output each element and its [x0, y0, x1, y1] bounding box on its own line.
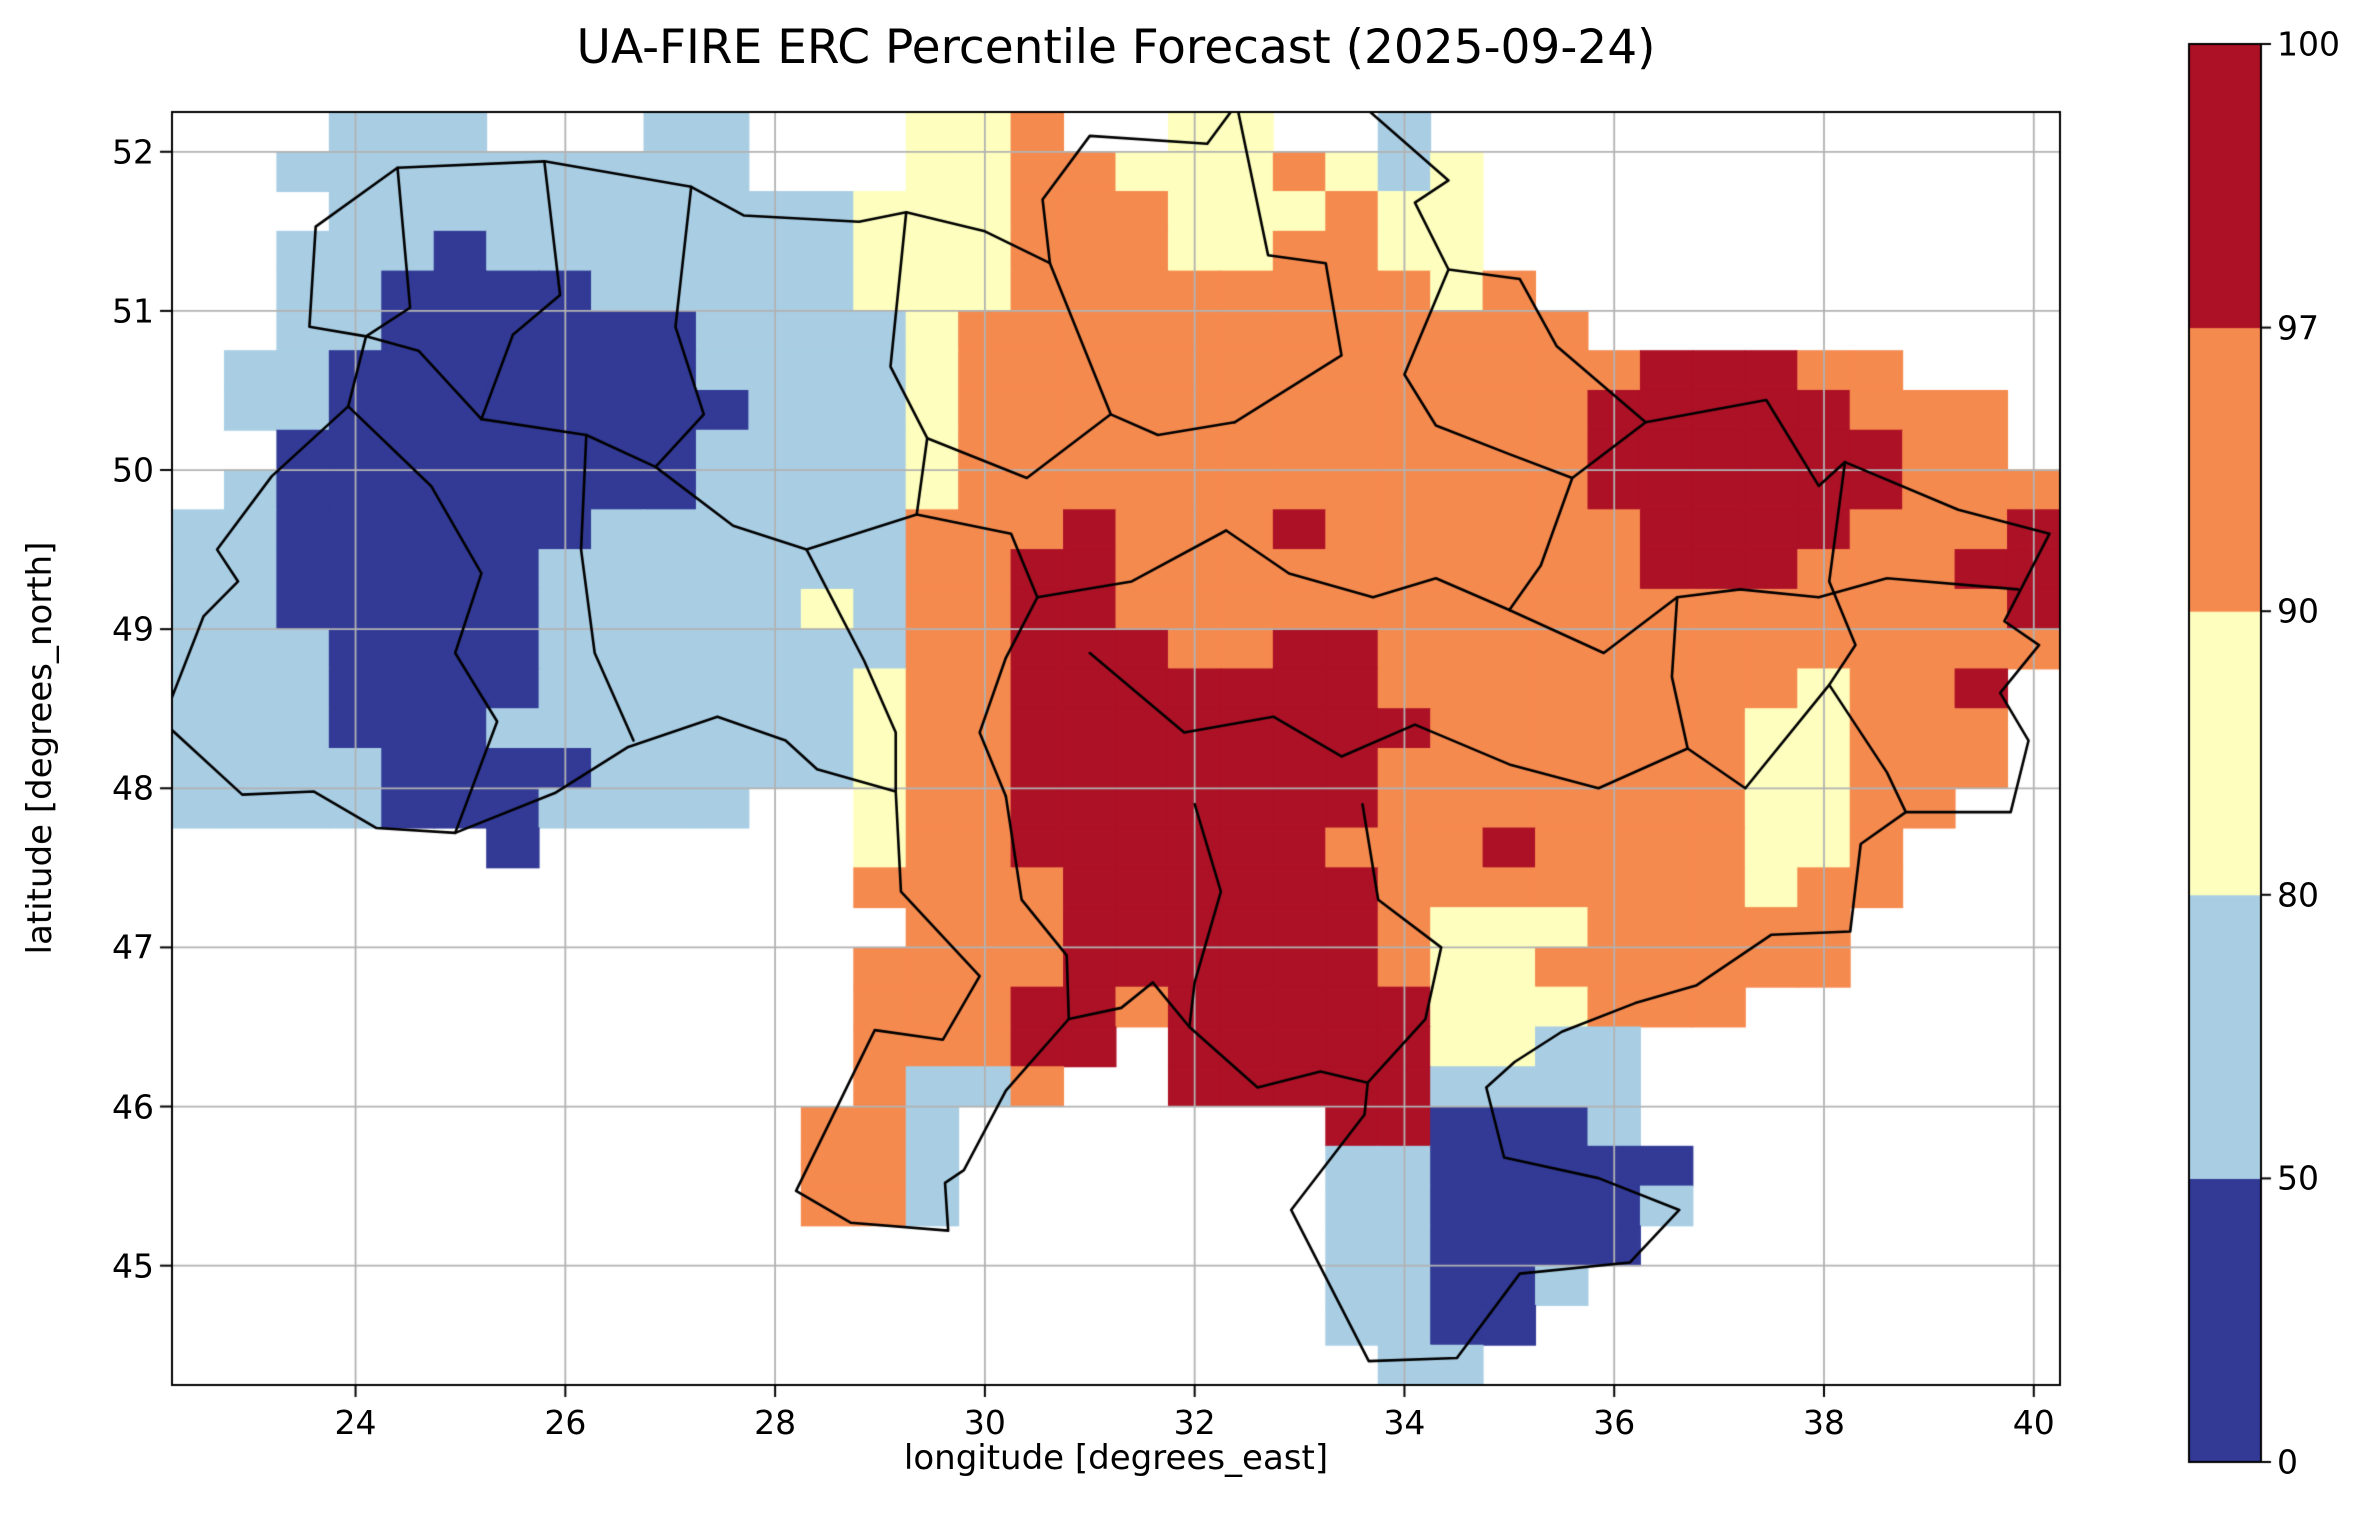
y-tick-label: 52	[112, 132, 154, 172]
x-tick-label: 26	[544, 1403, 587, 1442]
x-tick-label: 30	[963, 1403, 1006, 1442]
x-tick-label: 38	[1803, 1403, 1845, 1442]
colorbar-tick-label: 80	[2277, 875, 2319, 915]
x-axis-label: longitude [degrees_east]	[903, 1438, 1329, 1478]
x-tick-label: 28	[754, 1403, 797, 1442]
y-tick-label: 48	[112, 768, 154, 808]
x-tick-label: 34	[1383, 1403, 1426, 1442]
y-tick-label: 51	[112, 291, 154, 331]
x-tick-label: 40	[2012, 1403, 2055, 1442]
colorbar-tick-label: 50	[2277, 1158, 2319, 1198]
y-axis-label: latitude [degrees_north]	[20, 541, 60, 955]
x-tick-label: 24	[334, 1403, 377, 1442]
colorbar-tick-label: 0	[2277, 1442, 2298, 1482]
x-tick-label: 36	[1593, 1403, 1636, 1442]
y-tick-label: 45	[112, 1246, 154, 1286]
y-tick-label: 47	[112, 927, 154, 967]
colorbar-tick-label: 100	[2277, 24, 2340, 64]
chart-title: UA-FIRE ERC Percentile Forecast (2025-09…	[576, 20, 1656, 75]
colorbar-tick-label: 97	[2277, 308, 2319, 348]
x-tick-label: 32	[1173, 1403, 1216, 1442]
colorbar-tick-label: 90	[2277, 591, 2319, 631]
y-tick-label: 50	[112, 450, 154, 490]
y-tick-label: 49	[112, 609, 154, 649]
y-tick-label: 46	[112, 1087, 154, 1127]
